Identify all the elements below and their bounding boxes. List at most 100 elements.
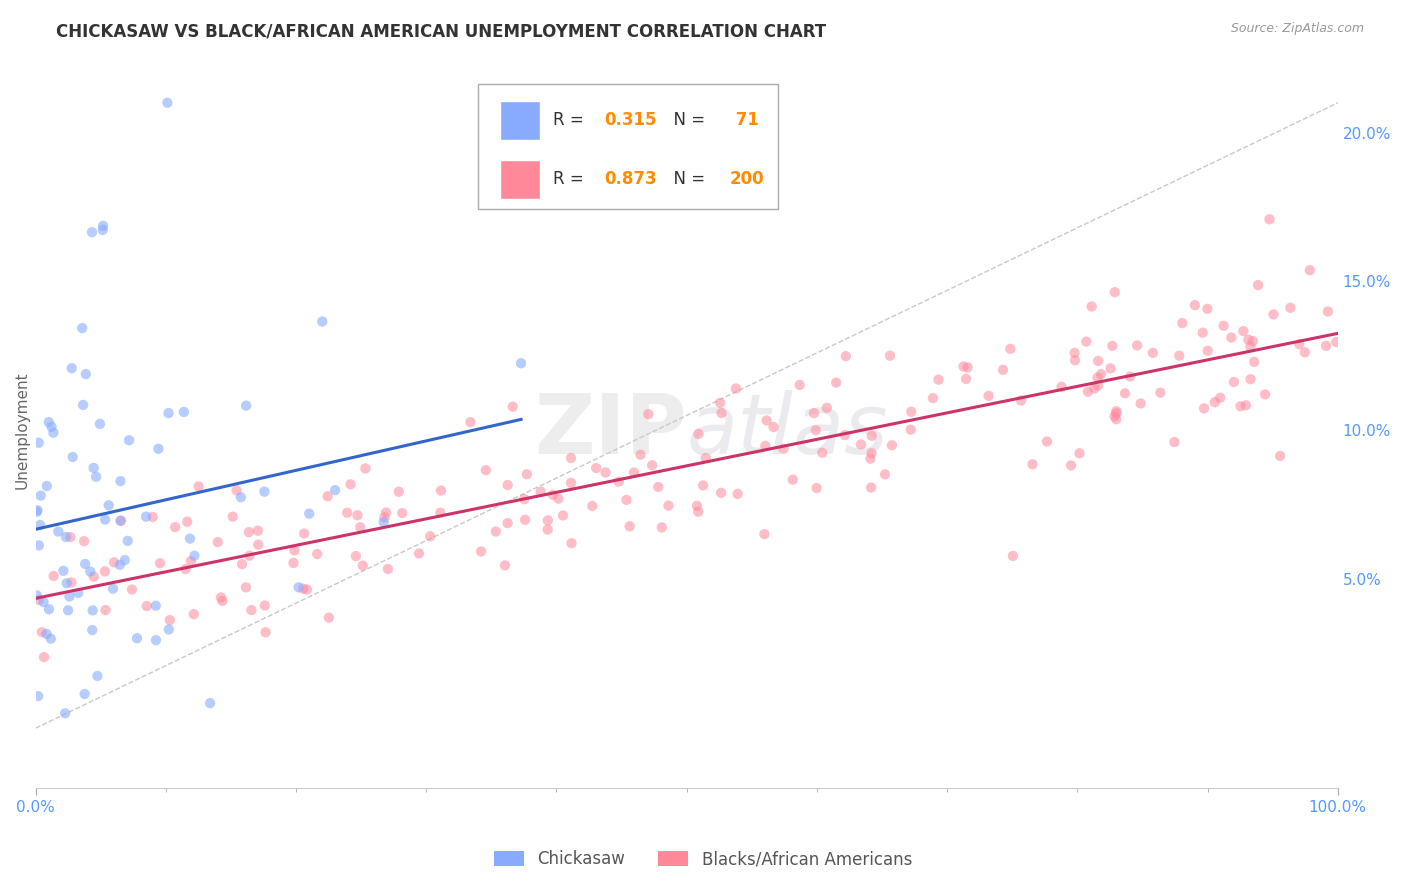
Point xyxy=(1105,404,1128,418)
Point xyxy=(101,582,124,596)
Point xyxy=(1060,458,1083,473)
Point xyxy=(1294,345,1316,359)
Text: 71: 71 xyxy=(730,112,758,129)
Point xyxy=(513,492,536,507)
Point xyxy=(180,554,202,568)
Point xyxy=(502,400,524,414)
Point xyxy=(344,549,367,563)
Point xyxy=(225,483,247,498)
Point xyxy=(79,565,101,579)
Point xyxy=(82,603,104,617)
Point xyxy=(496,516,519,530)
Point xyxy=(336,506,359,520)
Point xyxy=(647,480,669,494)
Point xyxy=(1197,343,1219,358)
Point xyxy=(724,382,747,396)
Point xyxy=(1212,318,1234,333)
Point xyxy=(1197,301,1219,316)
Point xyxy=(537,513,560,527)
Point xyxy=(55,530,77,544)
Point xyxy=(630,448,652,462)
Point xyxy=(59,530,82,544)
Point xyxy=(1126,338,1149,352)
Point xyxy=(581,499,603,513)
Point xyxy=(688,426,710,441)
Point xyxy=(1114,386,1136,401)
Point xyxy=(80,225,103,239)
Point xyxy=(292,526,315,541)
Point xyxy=(103,555,125,569)
Point xyxy=(157,406,180,420)
Point xyxy=(1247,278,1270,293)
Point xyxy=(97,499,120,513)
Point xyxy=(408,546,430,560)
Point xyxy=(231,557,253,571)
Point xyxy=(1254,387,1277,401)
Point xyxy=(373,515,395,529)
Point xyxy=(318,610,340,624)
Point xyxy=(1083,382,1105,396)
Point xyxy=(859,451,882,466)
Point xyxy=(30,489,52,503)
Point xyxy=(145,633,167,648)
Point xyxy=(135,599,157,613)
Point xyxy=(35,479,58,493)
Text: N =: N = xyxy=(664,170,710,188)
Point xyxy=(470,544,492,558)
Point xyxy=(1142,346,1164,360)
Point xyxy=(1239,339,1261,353)
Point xyxy=(1241,334,1264,348)
Point xyxy=(1223,375,1246,389)
Text: 0.315: 0.315 xyxy=(605,112,657,129)
Point xyxy=(688,505,710,519)
Point xyxy=(1090,367,1112,381)
Point xyxy=(1036,434,1059,449)
Point xyxy=(121,582,143,597)
Point xyxy=(176,515,198,529)
Point xyxy=(135,509,157,524)
Point xyxy=(253,599,276,613)
Point xyxy=(238,525,260,540)
Point xyxy=(754,527,776,541)
Point xyxy=(94,603,117,617)
Point xyxy=(75,367,97,381)
Point xyxy=(1288,337,1310,351)
Point xyxy=(1239,372,1261,386)
Text: R =: R = xyxy=(553,112,589,129)
Text: N =: N = xyxy=(664,112,710,129)
Point xyxy=(110,514,132,528)
Point xyxy=(377,562,399,576)
Point xyxy=(149,556,172,570)
Point xyxy=(1010,393,1032,408)
Point xyxy=(710,486,733,500)
Point xyxy=(585,461,607,475)
Point xyxy=(460,415,482,429)
Point xyxy=(75,557,97,571)
Point xyxy=(541,488,564,502)
Point xyxy=(516,467,538,482)
Text: CHICKASAW VS BLACK/AFRICAN AMERICAN UNEMPLOYMENT CORRELATION CHART: CHICKASAW VS BLACK/AFRICAN AMERICAN UNEM… xyxy=(56,22,827,40)
Point xyxy=(1192,401,1215,416)
Point xyxy=(391,506,413,520)
Point xyxy=(339,477,361,491)
Point xyxy=(246,524,269,538)
Point xyxy=(148,442,170,456)
Point xyxy=(292,582,315,596)
Point xyxy=(1104,285,1126,300)
FancyBboxPatch shape xyxy=(501,101,540,140)
Point xyxy=(235,399,257,413)
Text: R =: R = xyxy=(553,170,589,188)
Point xyxy=(616,492,638,507)
Point xyxy=(560,536,582,550)
Point xyxy=(108,558,131,572)
Point xyxy=(496,478,519,492)
Point xyxy=(900,423,922,437)
Point xyxy=(860,481,883,495)
Point xyxy=(117,533,139,548)
Point xyxy=(1168,349,1191,363)
Point xyxy=(125,631,148,645)
Point xyxy=(174,562,197,576)
Point xyxy=(1171,316,1194,330)
Point xyxy=(118,434,141,448)
Point xyxy=(89,417,111,431)
